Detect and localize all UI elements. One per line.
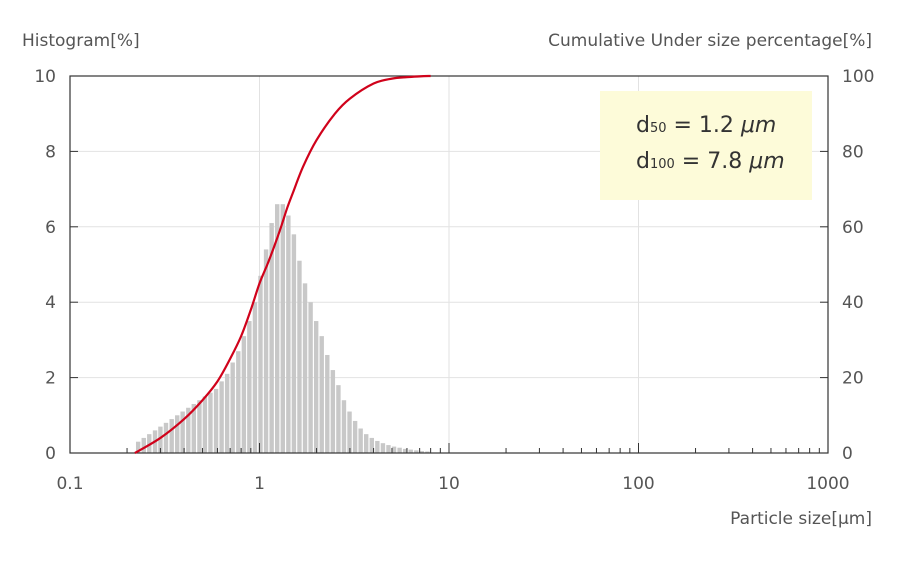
y-left-tick-label: 4	[45, 293, 56, 313]
histogram-bar	[280, 204, 285, 453]
histogram-bar	[175, 415, 180, 453]
histogram-bar	[358, 428, 363, 453]
histogram-bar	[186, 407, 191, 453]
histogram-bar	[302, 283, 308, 453]
histogram-bar	[219, 381, 224, 453]
histogram-bar	[419, 451, 425, 453]
y-right-tick-label: 20	[842, 369, 864, 389]
histogram-bar	[180, 411, 185, 453]
histogram-bar	[275, 204, 280, 453]
histogram-bar	[135, 441, 141, 453]
histogram-bar	[352, 420, 358, 453]
histogram-bar	[213, 388, 219, 453]
histogram-bar	[252, 302, 258, 453]
y-right-tick-label: 0	[842, 444, 853, 464]
histogram-bar	[386, 445, 391, 453]
y-right-axis-label: Cumulative Under size percentage[%]	[548, 31, 872, 51]
histogram-bar	[297, 260, 302, 453]
histogram-bar	[236, 351, 241, 453]
x-tick-label: 0.1	[56, 474, 83, 494]
x-axis-label: Particle size[µm]	[730, 509, 872, 529]
histogram-bar	[391, 446, 397, 453]
x-tick-label: 100	[622, 474, 654, 494]
d50-subscript: 50	[649, 121, 667, 136]
histogram-bar	[380, 443, 386, 453]
histogram-bar	[169, 419, 174, 453]
histogram-bar	[258, 275, 263, 453]
y-left-axis-label: Histogram[%]	[22, 31, 140, 51]
histogram-bar	[247, 321, 252, 453]
x-tick-label: 10	[438, 474, 460, 494]
y-right-tick-label: 40	[842, 293, 864, 313]
histogram-bar	[202, 396, 208, 453]
d100-symbol: d	[636, 149, 650, 174]
d50-value: = 1.2	[666, 113, 734, 138]
histogram-bar	[291, 234, 297, 453]
histogram-bar	[286, 215, 291, 453]
histogram-bar	[408, 449, 413, 453]
d50-symbol: d	[636, 113, 650, 138]
d100-value: = 7.8	[674, 149, 743, 174]
histogram-bar	[313, 321, 319, 453]
y-left-tick-label: 2	[45, 369, 56, 389]
y-right-tick-label: 100	[842, 67, 874, 87]
axis-ticks	[69, 75, 829, 454]
histogram-bar	[230, 362, 235, 453]
cumulative-curve	[134, 74, 431, 454]
d50-unit: μm	[740, 113, 777, 138]
histogram-bar	[319, 336, 324, 453]
x-tick-label: 1000	[806, 474, 849, 494]
histogram-bar	[341, 400, 347, 453]
y-left-tick-label: 10	[34, 67, 56, 87]
statistics-box: d50 = 1.2 μm d100 = 7.8 μm	[600, 91, 812, 200]
y-left-tick-label: 0	[45, 444, 56, 464]
x-tick-label: 1	[254, 474, 265, 494]
histogram-bar	[375, 440, 380, 453]
histogram-bar	[269, 223, 274, 453]
histogram-bar	[336, 385, 341, 453]
d100-line: d100 = 7.8 μm	[636, 149, 785, 174]
histogram-bar	[397, 447, 402, 453]
y-right-tick-label: 80	[842, 142, 864, 162]
histogram-bar	[308, 302, 313, 453]
d50-line: d50 = 1.2 μm	[636, 113, 776, 138]
histogram-bar	[414, 450, 419, 453]
d100-unit: μm	[749, 149, 785, 174]
histogram-bar	[425, 451, 430, 453]
histogram-bar	[325, 354, 330, 453]
histogram-bar	[369, 437, 374, 453]
histogram-bar	[330, 370, 336, 453]
histogram-bar	[263, 249, 269, 453]
y-right-tick-label: 60	[842, 218, 864, 238]
histogram-bar	[163, 422, 169, 453]
y-left-tick-label: 6	[45, 218, 56, 238]
histogram-bar	[197, 400, 202, 453]
d100-subscript: 100	[649, 157, 675, 172]
histogram-bar	[347, 411, 352, 453]
histogram-bar	[141, 437, 146, 453]
histogram-bars	[135, 204, 430, 453]
histogram-bar	[402, 448, 408, 453]
histogram-bar	[191, 403, 196, 453]
histogram-bar	[364, 434, 369, 453]
histogram-bar	[158, 426, 163, 453]
histogram-bar	[241, 336, 247, 453]
y-left-tick-label: 8	[45, 142, 56, 162]
histogram-bar	[208, 392, 213, 453]
histogram-bar	[224, 373, 230, 453]
